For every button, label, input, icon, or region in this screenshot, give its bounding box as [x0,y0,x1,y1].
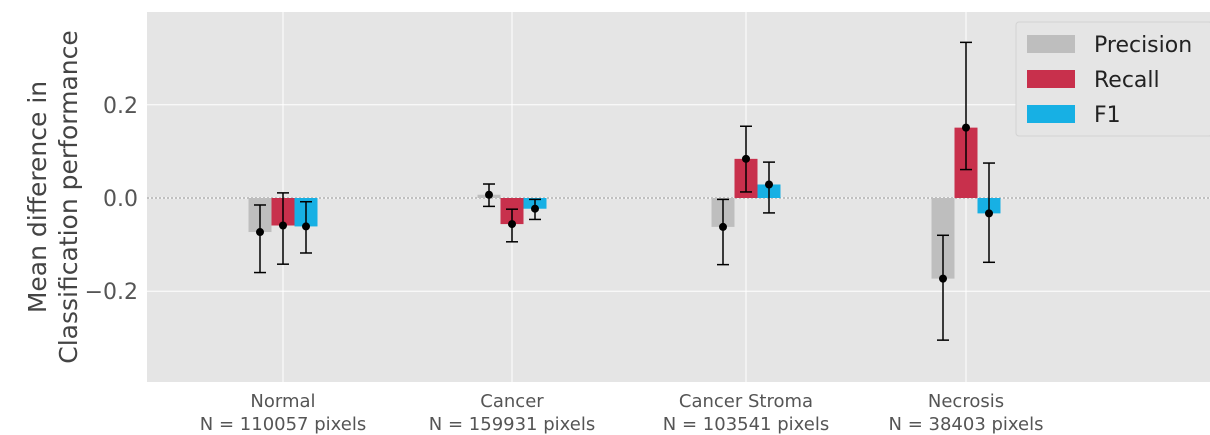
legend-swatch-f1 [1027,105,1075,123]
mean-point-recall-3 [962,123,970,132]
mean-point-f1-2 [765,180,773,189]
x-tick-label-1: Cancer [480,391,544,412]
y-tick-label-0: −0.2 [85,280,138,305]
y-axis-label-line-2: Classification performance [54,30,83,363]
x-tick-sublabel-1: N = 159931 pixels [429,414,595,435]
mean-point-precision-3 [939,274,947,283]
x-tick-label-0: Normal [250,391,315,412]
mean-point-recall-2 [742,154,750,163]
mean-point-f1-0 [302,222,310,231]
mean-point-precision-0 [256,228,264,237]
mean-point-precision-2 [719,222,727,231]
mean-point-f1-3 [985,209,993,218]
legend-label-precision: Precision [1094,33,1192,58]
legend: Precision Recall F1 [1015,21,1210,137]
x-tick-sublabel-2: N = 103541 pixels [663,414,829,435]
mean-point-precision-1 [485,190,493,199]
mean-point-f1-1 [531,204,539,213]
x-tick-sublabel-0: N = 110057 pixels [200,414,366,435]
x-tick-sublabel-3: N = 38403 pixels [889,414,1044,435]
legend-swatch-recall [1027,70,1075,88]
mean-point-recall-1 [508,220,516,229]
error-bars [254,41,995,341]
y-tick-labels: −0.2 0.0 0.2 [85,94,138,305]
mean-point-recall-0 [279,221,287,230]
x-tick-label-3: Necrosis [928,391,1004,412]
y-tick-label-2: 0.2 [103,94,138,119]
legend-label-recall: Recall [1094,68,1160,93]
y-tick-label-1: 0.0 [103,187,138,212]
legend-swatch-precision [1027,35,1075,53]
x-tick-label-2: Cancer Stroma [679,391,813,412]
legend-label-f1: F1 [1094,103,1121,128]
y-axis-label-line-1: Mean difference in [23,81,52,313]
